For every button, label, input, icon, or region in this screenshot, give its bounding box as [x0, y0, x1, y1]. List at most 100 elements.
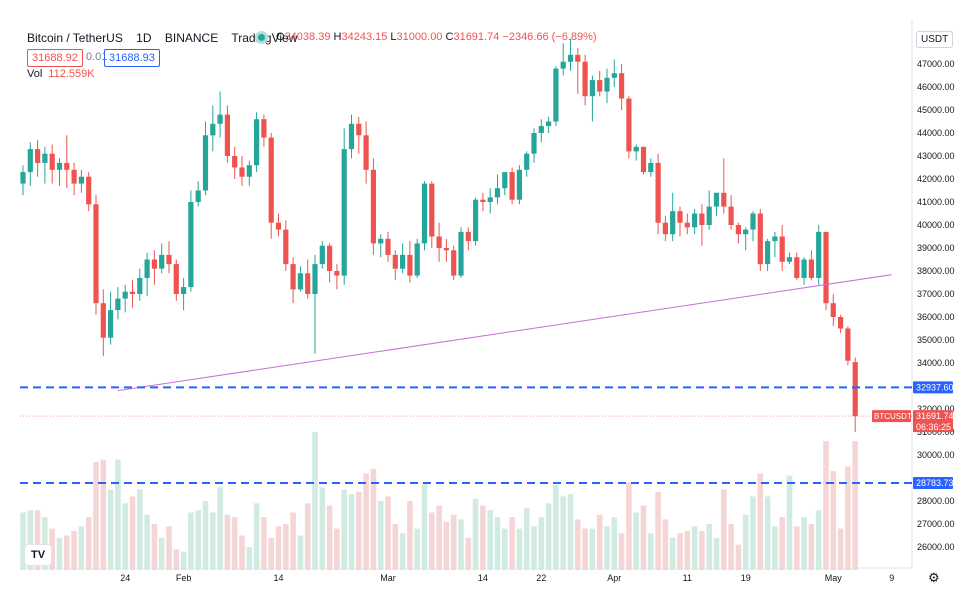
symbol-name[interactable]: Bitcoin / TetherUS — [27, 31, 123, 45]
candle-body — [20, 172, 26, 184]
volume-bar — [144, 514, 150, 570]
volume-bar — [356, 491, 362, 570]
price-tick-label: 30000.00 — [917, 450, 955, 460]
volume-bar — [691, 526, 698, 570]
price-tick-label: 32000.00 — [917, 404, 955, 414]
trendline — [117, 274, 892, 392]
volume-bar — [158, 537, 165, 570]
sell-price-button[interactable]: 31688.92 — [27, 49, 83, 67]
volume-bar — [166, 526, 172, 570]
candle-body — [217, 114, 223, 124]
candle-body — [589, 80, 595, 97]
candle-body — [735, 225, 741, 235]
price-tick-label: 34000.00 — [917, 358, 955, 368]
volume-bar — [341, 489, 347, 570]
volume-bar — [195, 510, 201, 570]
candle-body — [531, 133, 537, 154]
volume-bar — [830, 471, 837, 570]
interval-label[interactable]: 1D — [136, 31, 152, 45]
candle-body — [553, 68, 559, 122]
candle-body — [275, 222, 282, 230]
price-tick-label: 43000.00 — [917, 151, 955, 161]
volume-bar — [180, 551, 187, 570]
candle-body — [662, 222, 668, 235]
volume-bar — [764, 496, 771, 570]
candle-body — [348, 123, 355, 150]
volume-bar — [224, 514, 231, 570]
volume-bar — [370, 468, 377, 570]
countdown-label: 06:36:25 — [916, 422, 951, 432]
volume-bar — [757, 473, 764, 570]
volume-bar — [93, 461, 99, 570]
candle-body — [86, 176, 92, 205]
buy-price-button[interactable]: 31688.93 — [104, 49, 160, 67]
candle-body — [611, 73, 617, 78]
volume-bar — [669, 537, 676, 570]
candle-body — [421, 183, 428, 244]
candle-body — [297, 273, 303, 290]
candle-body — [129, 291, 136, 294]
currency-button[interactable]: USDT — [916, 31, 954, 48]
volume-bar — [231, 517, 238, 570]
candle-body — [626, 98, 632, 152]
candle-body — [480, 199, 486, 202]
candle-body — [713, 192, 720, 207]
volume-bar — [122, 503, 128, 570]
candle-body — [188, 202, 194, 288]
volume-bar — [640, 505, 647, 570]
volume-bar — [648, 533, 654, 570]
candle-body — [728, 206, 734, 225]
volume-bar — [100, 459, 107, 570]
volume-bar — [815, 510, 822, 570]
high-value: 34243.15 — [341, 31, 388, 43]
volume-bar — [794, 526, 800, 570]
price-axis-label: 31691.74 — [916, 411, 954, 421]
volume-bar — [852, 441, 858, 570]
volume-bar — [78, 526, 85, 570]
volume-bar — [662, 519, 669, 570]
candle-body — [261, 119, 267, 138]
candle-body — [370, 169, 376, 244]
gear-icon[interactable]: ⚙ — [928, 570, 940, 585]
volume-bar — [538, 517, 545, 570]
volume-bar — [348, 494, 355, 570]
volume-bar — [604, 526, 610, 570]
candle-body — [487, 197, 493, 202]
candle-body — [71, 169, 77, 184]
candle-body — [327, 245, 333, 271]
low-value: 31000.00 — [396, 31, 443, 43]
candle-body — [429, 183, 435, 237]
volume-bar — [217, 487, 223, 570]
volume-bar — [27, 510, 34, 570]
candle-body — [516, 169, 522, 200]
volume-bar — [246, 547, 253, 570]
candle-body — [254, 119, 260, 166]
candle-body — [27, 149, 33, 173]
price-axis-label-bg — [913, 410, 953, 433]
volume-bar — [151, 524, 158, 570]
change-value: −2346.66 (−6.89%) — [502, 31, 597, 43]
candle-body — [319, 245, 325, 265]
volume-bar — [742, 514, 749, 570]
symbol-header: Bitcoin / TetherUS 1D BINANCE TradingVie… — [27, 31, 307, 45]
candle-body — [786, 257, 793, 262]
ohlc-readout: O34038.39 H34243.15 L31000.00 C31691.74 … — [276, 31, 597, 43]
candle-body — [838, 317, 844, 329]
tradingview-logo-icon[interactable]: TV — [24, 544, 52, 566]
symbol-tag-bg — [872, 410, 911, 423]
candle-body — [677, 211, 683, 223]
price-axis-label-bg — [913, 476, 953, 489]
candle-body — [137, 277, 143, 294]
volume-bar — [137, 489, 143, 570]
volume-bar — [472, 498, 479, 570]
candle-body — [560, 61, 566, 69]
candle-body — [633, 146, 639, 152]
volume-bar — [443, 521, 450, 570]
candle-body — [845, 328, 851, 361]
candle-body — [743, 229, 749, 235]
price-tick-label: 35000.00 — [917, 335, 955, 345]
volume-bar — [531, 526, 537, 570]
price-tick-label: 38000.00 — [917, 266, 955, 276]
volume-bar — [304, 503, 311, 570]
